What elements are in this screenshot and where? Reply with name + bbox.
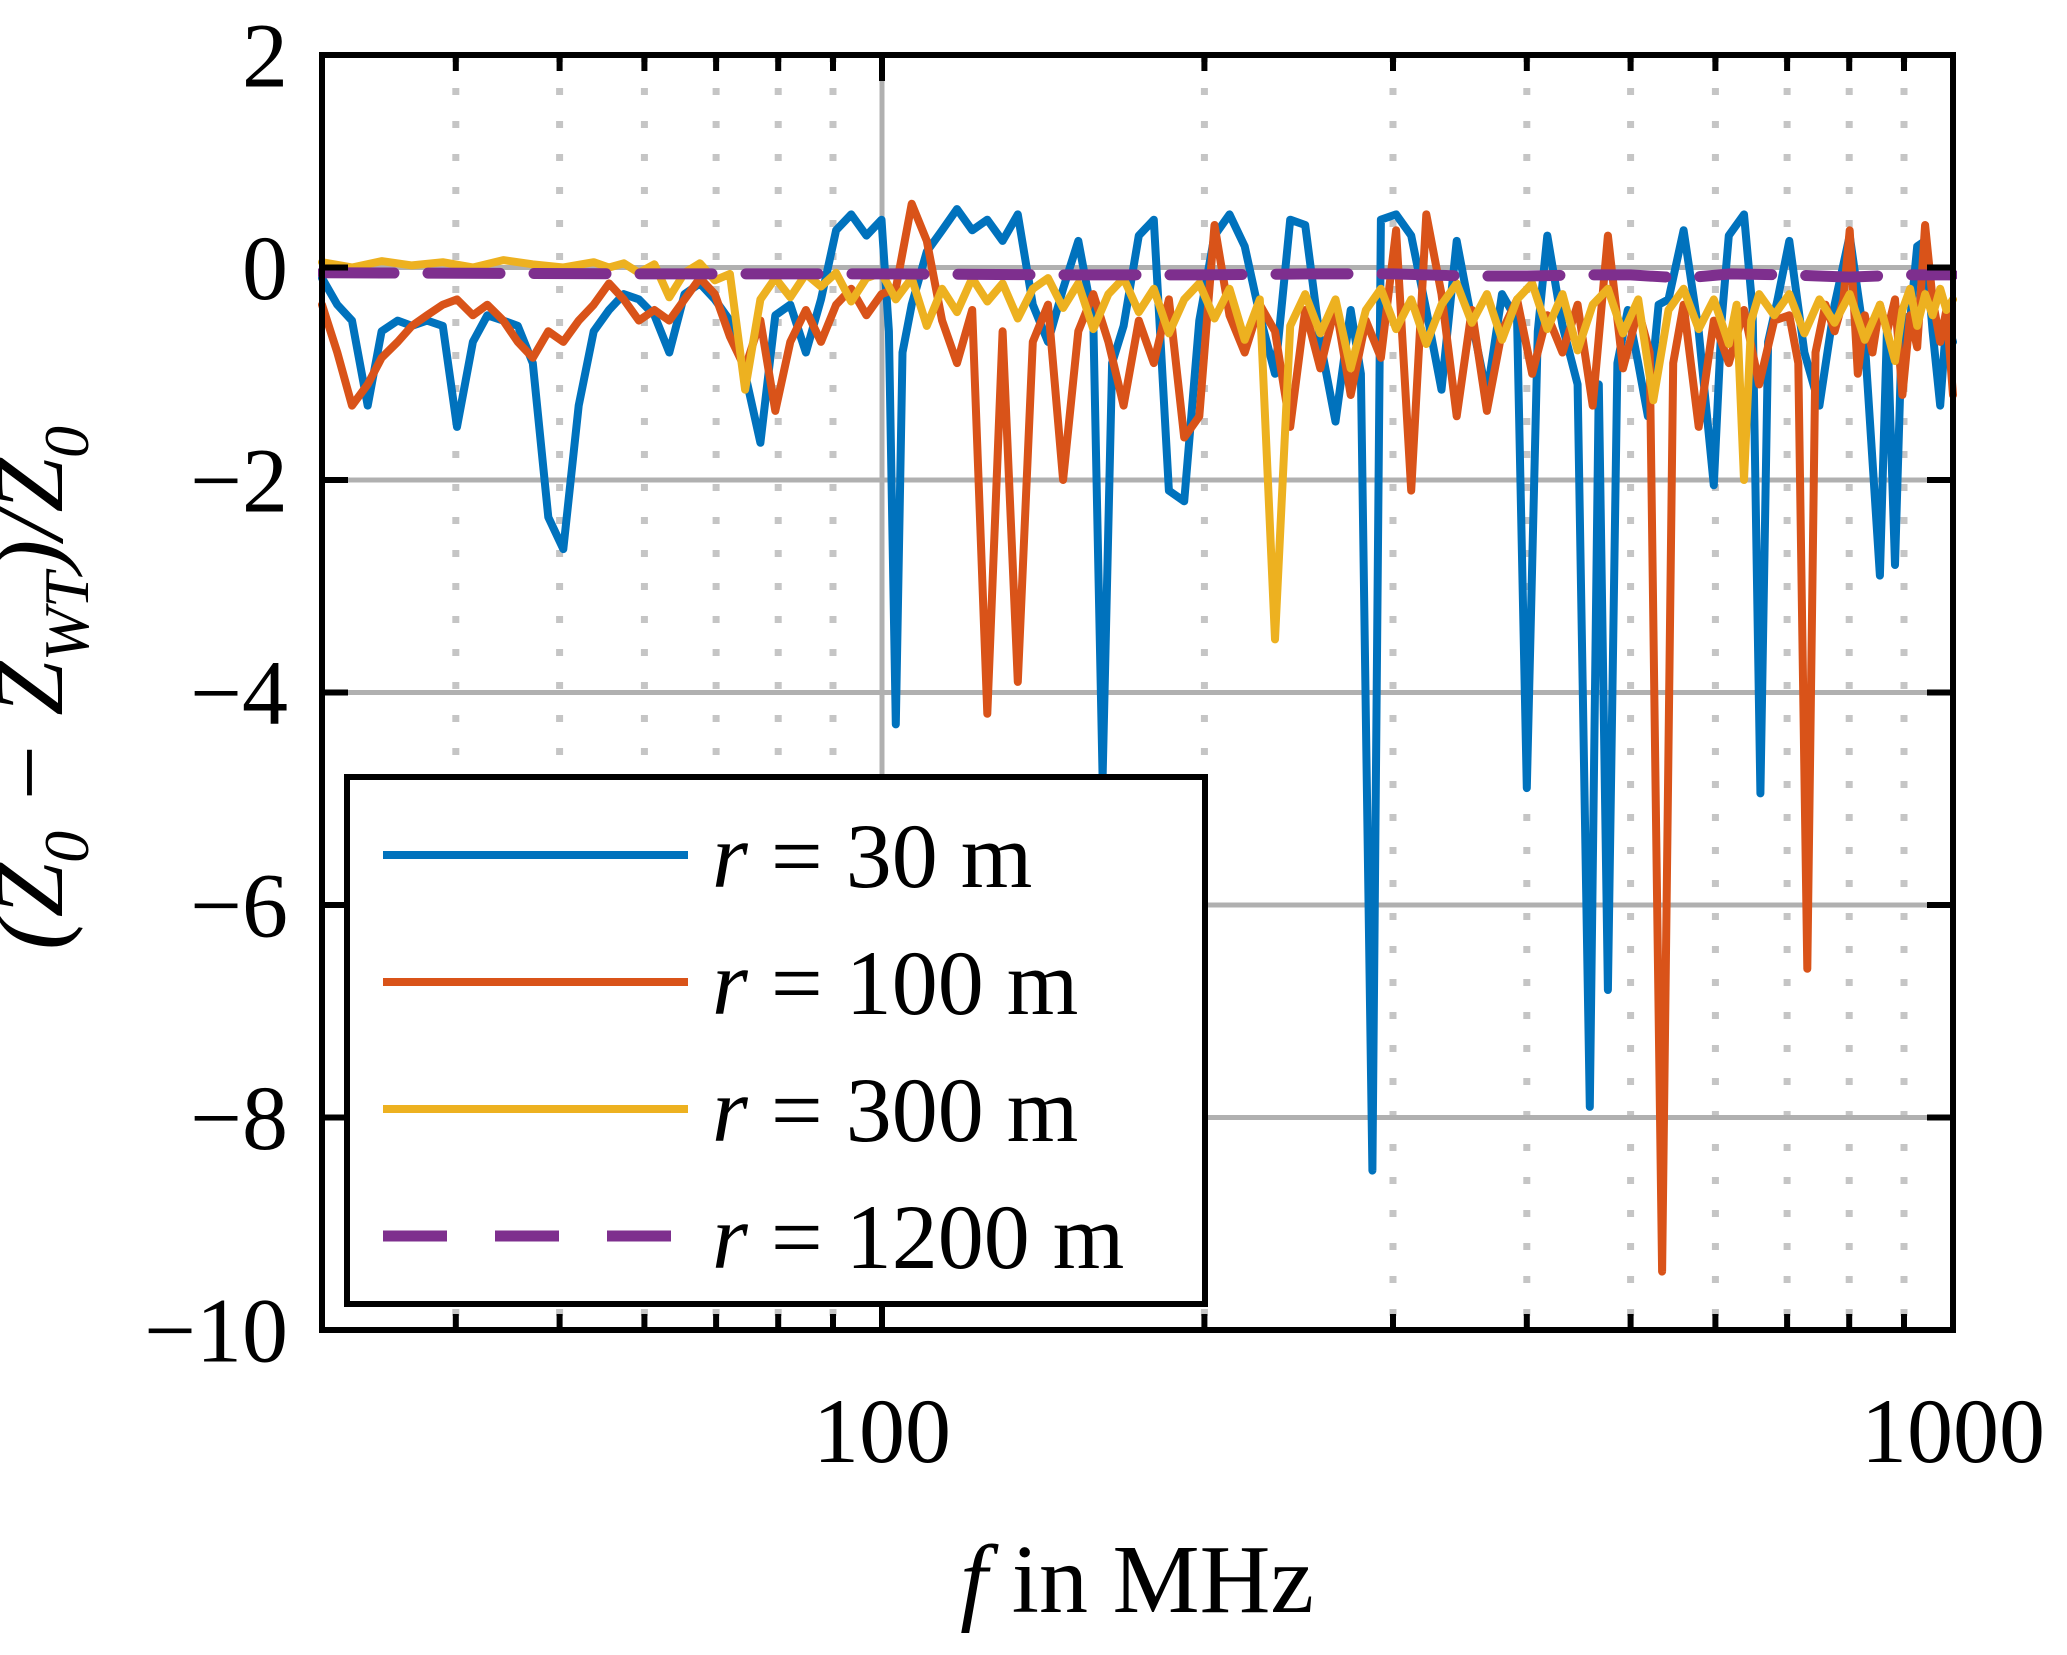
y-axis-title-part: − Z — [0, 660, 84, 831]
legend-label-rest: = 30 m — [748, 805, 1032, 907]
legend-label: r = 30 m — [712, 805, 1032, 907]
y-axis-title-subscript: WT — [31, 568, 102, 661]
tick-marks — [322, 52, 1956, 1333]
y-axis-title: (Z0 − ZWT)/Z0 — [0, 426, 102, 950]
legend-label: r = 1200 m — [712, 1186, 1124, 1288]
y-tick-label: −4 — [190, 642, 288, 744]
x-tick-label: 100 — [813, 1380, 951, 1482]
legend-label-var: r — [712, 1059, 749, 1161]
y-tick-label: 0 — [242, 217, 288, 319]
y-axis-title-group: (Z0 − ZWT)/Z0 — [0, 426, 102, 950]
y-tick-labels: 2 0 −2 −4 −6 −8 −10 — [144, 4, 288, 1381]
y-tick-label: 2 — [242, 4, 288, 106]
legend-label: r = 300 m — [712, 1059, 1078, 1161]
y-axis-title-part: (Z — [0, 861, 84, 950]
series-line-r-1200-m — [318, 267, 1957, 284]
legend-label-rest: = 100 m — [748, 932, 1078, 1034]
x-tick-label: 1000 — [1861, 1380, 2045, 1482]
y-tick-label: −8 — [190, 1067, 288, 1169]
legend-label-rest: = 1200 m — [748, 1186, 1124, 1288]
y-tick-label: −2 — [190, 429, 288, 531]
y-axis-title-part: )/Z — [0, 456, 84, 577]
x-axis-title-rest: in MHz — [987, 1526, 1314, 1634]
y-tick-label: −6 — [190, 854, 288, 956]
legend-label: r = 100 m — [712, 932, 1078, 1034]
legend: r = 30 mr = 100 mr = 300 mr = 1200 m — [344, 774, 1208, 1307]
x-tick-labels: 100 1000 — [813, 1380, 2045, 1482]
y-tick-label: −10 — [144, 1279, 288, 1381]
legend-box — [344, 774, 1208, 1307]
legend-label-var: r — [712, 1186, 749, 1288]
x-axis-title: f in MHz — [960, 1526, 1314, 1634]
legend-label-var: r — [712, 805, 749, 907]
legend-label-var: r — [712, 932, 749, 1034]
series-line-r-300-m — [318, 256, 1957, 644]
y-axis-title-subscript: 0 — [31, 831, 102, 863]
series-group — [318, 199, 1957, 1276]
legend-label-rest: = 300 m — [748, 1059, 1078, 1161]
y-axis-title-subscript: 0 — [31, 426, 102, 458]
